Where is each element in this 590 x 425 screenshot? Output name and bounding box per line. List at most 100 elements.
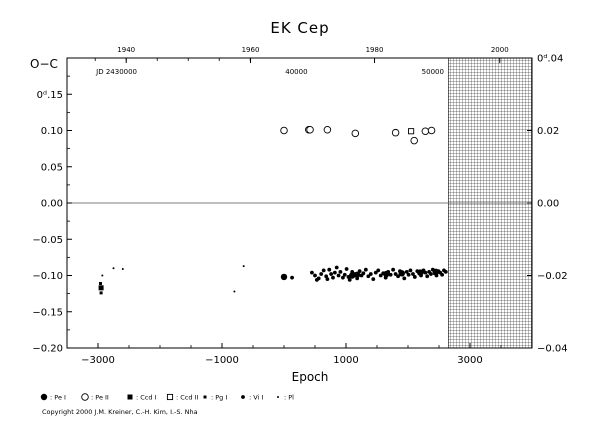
data-point — [290, 275, 294, 280]
y-tick-label: 0.10 — [41, 126, 63, 137]
data-point — [313, 273, 317, 278]
legend: : Pe I: Pe II: Ccd I: Ccd II: Pg I: Vi I… — [40, 393, 294, 402]
data-point — [341, 275, 345, 280]
data-point — [316, 276, 321, 281]
legend-label: : Vi I — [249, 394, 263, 402]
legend-label: : Ccd II — [176, 394, 198, 402]
data-point — [408, 268, 413, 273]
data-point — [324, 274, 329, 279]
right-tick-label: 0ᵈ.04 — [537, 54, 563, 65]
data-point — [310, 270, 314, 275]
year-tick-label: 1940 — [117, 46, 135, 54]
data-point — [381, 271, 386, 276]
y-tick-label: −0.20 — [32, 344, 63, 355]
data-point — [233, 290, 236, 293]
data-point — [325, 277, 330, 282]
data-point — [98, 285, 104, 291]
data-point — [329, 272, 334, 276]
data-point — [344, 267, 349, 271]
data-point — [332, 270, 337, 275]
right-tick-label: −0.02 — [537, 271, 568, 282]
right-tick-label: 0.02 — [537, 126, 559, 137]
data-point — [402, 276, 407, 281]
data-point — [336, 273, 341, 278]
right-tick-label: −0.04 — [537, 344, 568, 355]
data-point — [376, 268, 381, 273]
data-point — [388, 272, 393, 277]
data-point — [434, 273, 439, 278]
axes: −3000 −1000 1000 3000 0ᵈ.15 0.10 0.05 0.00 −0.05… — [32, 46, 567, 366]
data-point — [410, 136, 418, 145]
legend-marker — [203, 395, 207, 399]
y-tick-label: −0.10 — [32, 271, 63, 282]
data-point — [425, 274, 430, 279]
legend-label: : Ccd I — [136, 394, 157, 402]
data-point — [412, 275, 417, 279]
data-point — [334, 265, 339, 270]
data-point — [373, 270, 378, 275]
jd-label: 40000 — [285, 68, 307, 76]
data-point — [327, 267, 332, 272]
x-tick-label: −3000 — [81, 355, 115, 366]
data-point — [355, 276, 360, 281]
y-axis-label: O−C — [30, 57, 58, 71]
data-point — [351, 129, 360, 138]
data-point — [242, 265, 245, 268]
data-point — [280, 126, 288, 135]
y-tick-label: −0.05 — [32, 235, 63, 246]
data-point — [121, 267, 124, 270]
data-point — [391, 267, 396, 272]
y-tick-label: 0.05 — [41, 162, 63, 173]
data-point — [378, 273, 383, 278]
data-point — [440, 272, 444, 277]
data-point — [443, 269, 448, 274]
x-tick-label: 1000 — [333, 355, 358, 366]
year-tick-label: 1960 — [242, 46, 260, 54]
y-tick-label: 0ᵈ.15 — [37, 90, 63, 101]
data-point — [280, 273, 288, 281]
copyright-text: Copyright 2000 J.M. Kreiner, C.-H. Kim, … — [42, 408, 198, 416]
data-point — [319, 272, 324, 276]
legend-marker — [166, 393, 174, 401]
data-point — [306, 126, 314, 134]
data-point — [101, 274, 104, 277]
y-tick-label: 0.00 — [41, 199, 63, 210]
data-point — [357, 269, 362, 274]
legend-marker — [40, 393, 48, 401]
legend-marker — [81, 393, 89, 401]
data-point — [371, 277, 376, 282]
chart-title: EK Cep — [270, 19, 329, 37]
data-point — [419, 273, 423, 278]
y-tick-label: −0.15 — [32, 307, 63, 318]
data-point — [98, 281, 102, 285]
data-point — [363, 267, 368, 272]
data-point — [346, 275, 351, 279]
data-point — [406, 272, 411, 277]
legend-marker — [127, 394, 133, 400]
data-point — [99, 291, 103, 295]
data-point — [323, 126, 332, 134]
data-point — [391, 128, 400, 137]
data-point — [338, 269, 343, 274]
data-point — [361, 271, 366, 276]
data-point — [411, 272, 415, 276]
data-point — [342, 272, 347, 277]
data-point — [350, 269, 355, 274]
right-tick-label: 0.00 — [537, 199, 559, 210]
data-points — [98, 126, 448, 295]
data-point — [366, 274, 371, 279]
legend-label: : Pe II — [91, 394, 109, 402]
jd-label: JD 2430000 — [95, 68, 137, 76]
data-point — [386, 269, 391, 274]
data-point — [408, 128, 415, 135]
legend-label: : Pg I — [211, 394, 227, 402]
data-point — [352, 272, 357, 276]
x-tick-label: −1000 — [205, 355, 239, 366]
legend-marker — [277, 396, 279, 398]
data-point — [393, 272, 398, 276]
data-point — [383, 275, 388, 280]
data-point — [421, 127, 430, 135]
legend-marker — [241, 395, 245, 399]
data-point — [368, 272, 373, 276]
